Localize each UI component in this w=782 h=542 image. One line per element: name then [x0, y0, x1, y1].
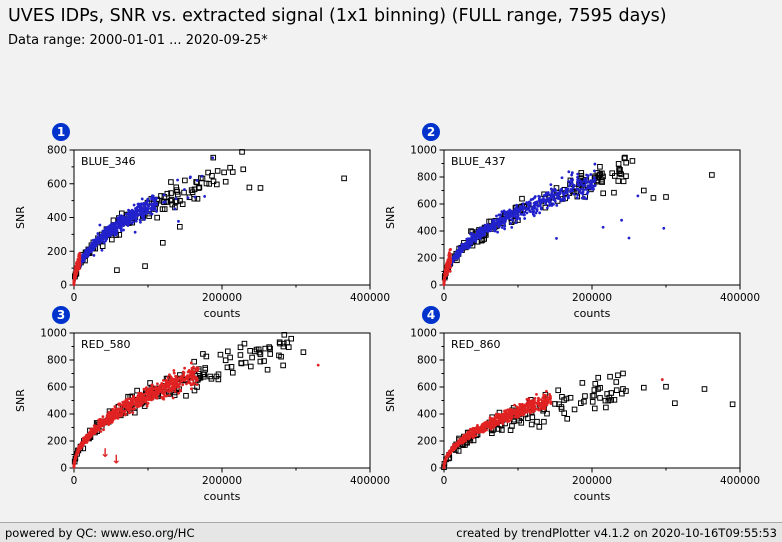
panel-3-number: 3 [56, 308, 66, 322]
scatter-panel-blue-346: 0 200000 400000 0 200 400 600 800 counts SNR BLUE_… [14, 145, 390, 321]
svg-text:0: 0 [441, 475, 448, 487]
svg-text:0: 0 [441, 292, 448, 304]
svg-text:0: 0 [71, 292, 78, 304]
svg-text:RED_860: RED_860 [451, 338, 501, 351]
svg-text:200: 200 [47, 436, 67, 448]
page-title: UVES IDPs, SNR vs. extracted signal (1x1… [8, 6, 667, 26]
svg-text:800: 800 [47, 145, 67, 157]
panel-4-number: 4 [426, 308, 436, 322]
svg-text:200: 200 [417, 436, 437, 448]
svg-text:counts: counts [204, 490, 241, 503]
svg-text:↓: ↓ [111, 453, 121, 467]
svg-text:0: 0 [60, 280, 67, 292]
svg-text:1000: 1000 [40, 328, 67, 340]
svg-text:400: 400 [417, 409, 437, 421]
svg-text:200000: 200000 [572, 292, 612, 304]
scatter-panel-red-860: 0 200000 400000 0 200 400 600 800 1000 counts SNR R… [384, 328, 760, 504]
svg-text:800: 800 [417, 355, 437, 367]
svg-text:BLUE_346: BLUE_346 [81, 155, 136, 168]
svg-text:600: 600 [417, 199, 437, 211]
svg-text:400: 400 [417, 226, 437, 238]
panel-2-badge: 2 [422, 123, 440, 141]
scatter-panel-red-580: 0 200000 400000 0 200 400 600 800 1000 counts SNR R… [14, 328, 390, 504]
svg-text:0: 0 [60, 463, 67, 475]
svg-text:400: 400 [47, 212, 67, 224]
svg-text:200000: 200000 [202, 292, 242, 304]
panel-2-number: 2 [426, 125, 436, 139]
svg-text:0: 0 [430, 280, 437, 292]
svg-text:600: 600 [417, 382, 437, 394]
svg-text:RED_580: RED_580 [81, 338, 131, 351]
svg-text:200: 200 [47, 246, 67, 258]
svg-text:BLUE_437: BLUE_437 [451, 155, 506, 168]
page-subtitle: Data range: 2000-01-01 ... 2020-09-25* [8, 33, 268, 48]
svg-text:400000: 400000 [720, 292, 760, 304]
svg-text:600: 600 [47, 178, 67, 190]
svg-text:200: 200 [417, 253, 437, 265]
svg-text:400000: 400000 [350, 475, 390, 487]
svg-text:0: 0 [71, 475, 78, 487]
panel-1-number: 1 [56, 125, 66, 139]
svg-text:1000: 1000 [410, 145, 437, 157]
svg-text:SNR: SNR [384, 206, 397, 229]
svg-text:1000: 1000 [410, 328, 437, 340]
svg-text:counts: counts [574, 490, 611, 503]
svg-text:0: 0 [430, 463, 437, 475]
panel-3-badge: 3 [52, 306, 70, 324]
svg-text:SNR: SNR [14, 389, 27, 412]
svg-text:counts: counts [204, 307, 241, 320]
scatter-panel-blue-437: 0 200000 400000 0 200 400 600 800 1000 counts SNR B… [384, 145, 760, 321]
svg-text:800: 800 [417, 172, 437, 184]
footer-powered-by: powered by QC: www.eso.org/HC [5, 525, 195, 540]
panel-4-badge: 4 [422, 306, 440, 324]
svg-text:400: 400 [47, 409, 67, 421]
svg-text:↓: ↓ [100, 446, 110, 460]
svg-text:SNR: SNR [14, 206, 27, 229]
svg-text:800: 800 [47, 355, 67, 367]
svg-text:400000: 400000 [350, 292, 390, 304]
svg-text:400000: 400000 [720, 475, 760, 487]
svg-text:SNR: SNR [384, 389, 397, 412]
svg-text:counts: counts [574, 307, 611, 320]
svg-text:200000: 200000 [572, 475, 612, 487]
svg-text:200000: 200000 [202, 475, 242, 487]
status-bar: powered by QC: www.eso.org/HC created by… [0, 522, 782, 542]
svg-text:600: 600 [47, 382, 67, 394]
panel-1-badge: 1 [52, 123, 70, 141]
footer-created-by: created by trendPlotter v4.1.2 on 2020-1… [456, 525, 777, 540]
